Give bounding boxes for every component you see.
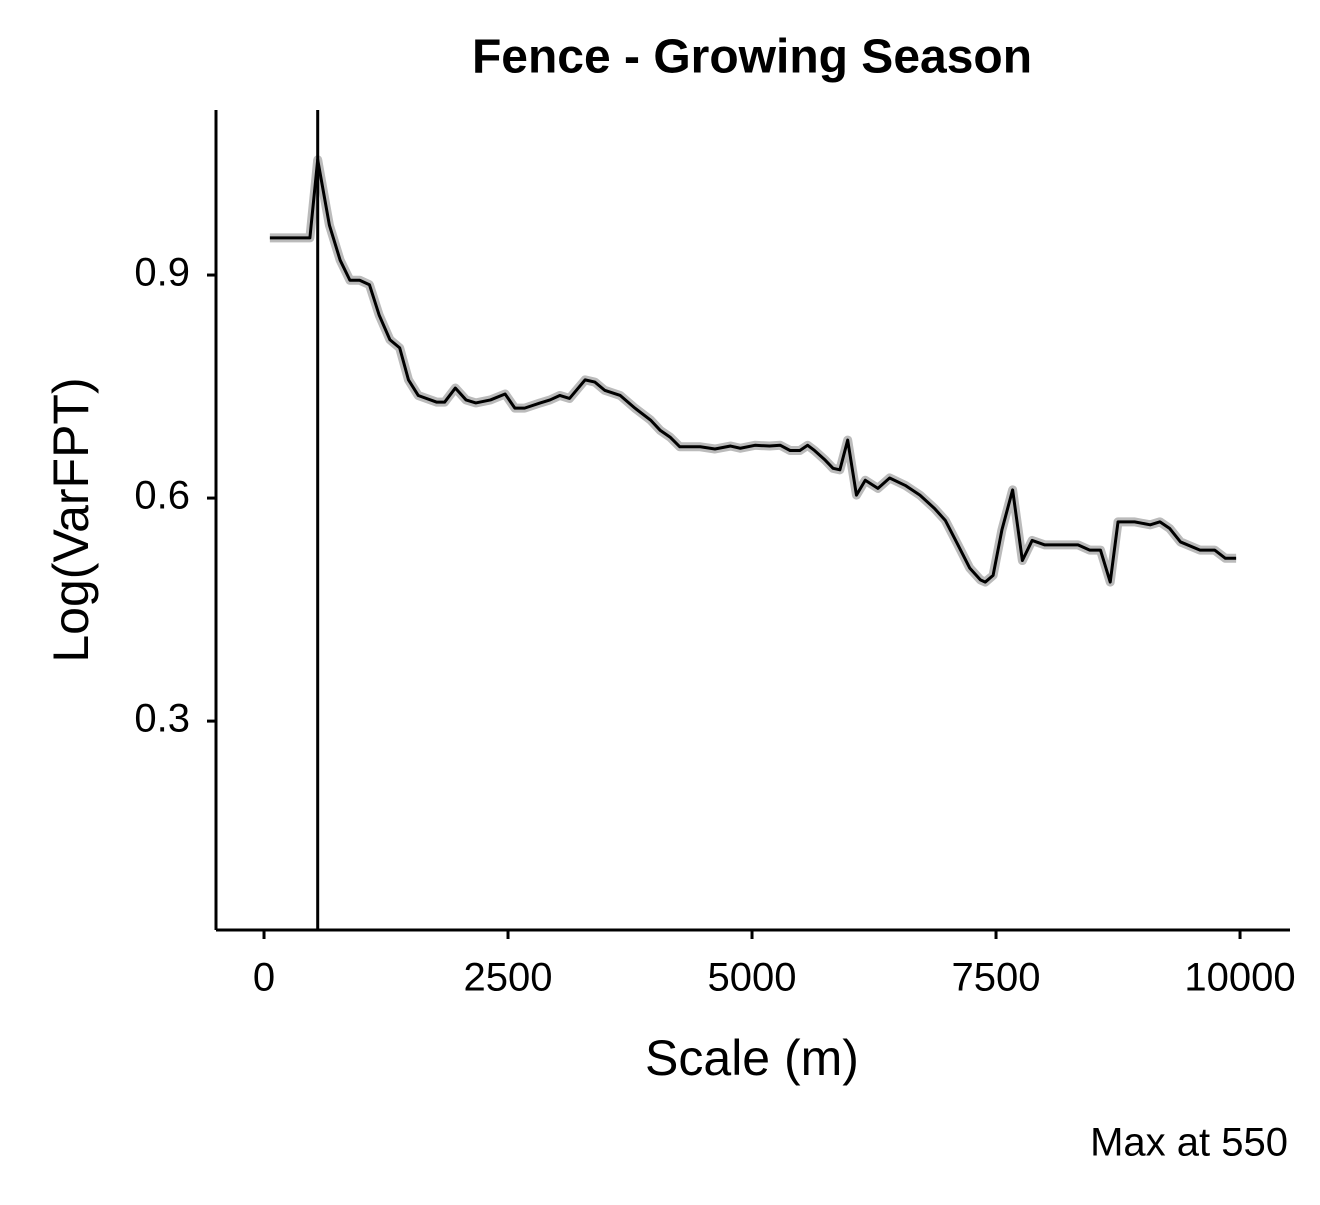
y-tick-label: 0.3 [134, 697, 190, 741]
x-tick-label: 2500 [464, 956, 553, 1000]
x-axis-label: Scale (m) [645, 1030, 859, 1086]
line-series [269, 158, 1237, 584]
y-tick-label: 0.9 [134, 251, 190, 295]
caption: Max at 550 [1090, 1121, 1288, 1165]
x-tick-label: 0 [253, 956, 275, 1000]
x-tick-label: 10000 [1184, 956, 1295, 1000]
y-tick-label: 0.6 [134, 474, 190, 518]
chart-title: Fence - Growing Season [472, 31, 1032, 84]
x-tick-label: 5000 [708, 956, 797, 1000]
y-axis-label: Log(VarFPT) [43, 377, 99, 662]
line-band [269, 155, 1237, 587]
x-tick-label: 7500 [952, 956, 1041, 1000]
